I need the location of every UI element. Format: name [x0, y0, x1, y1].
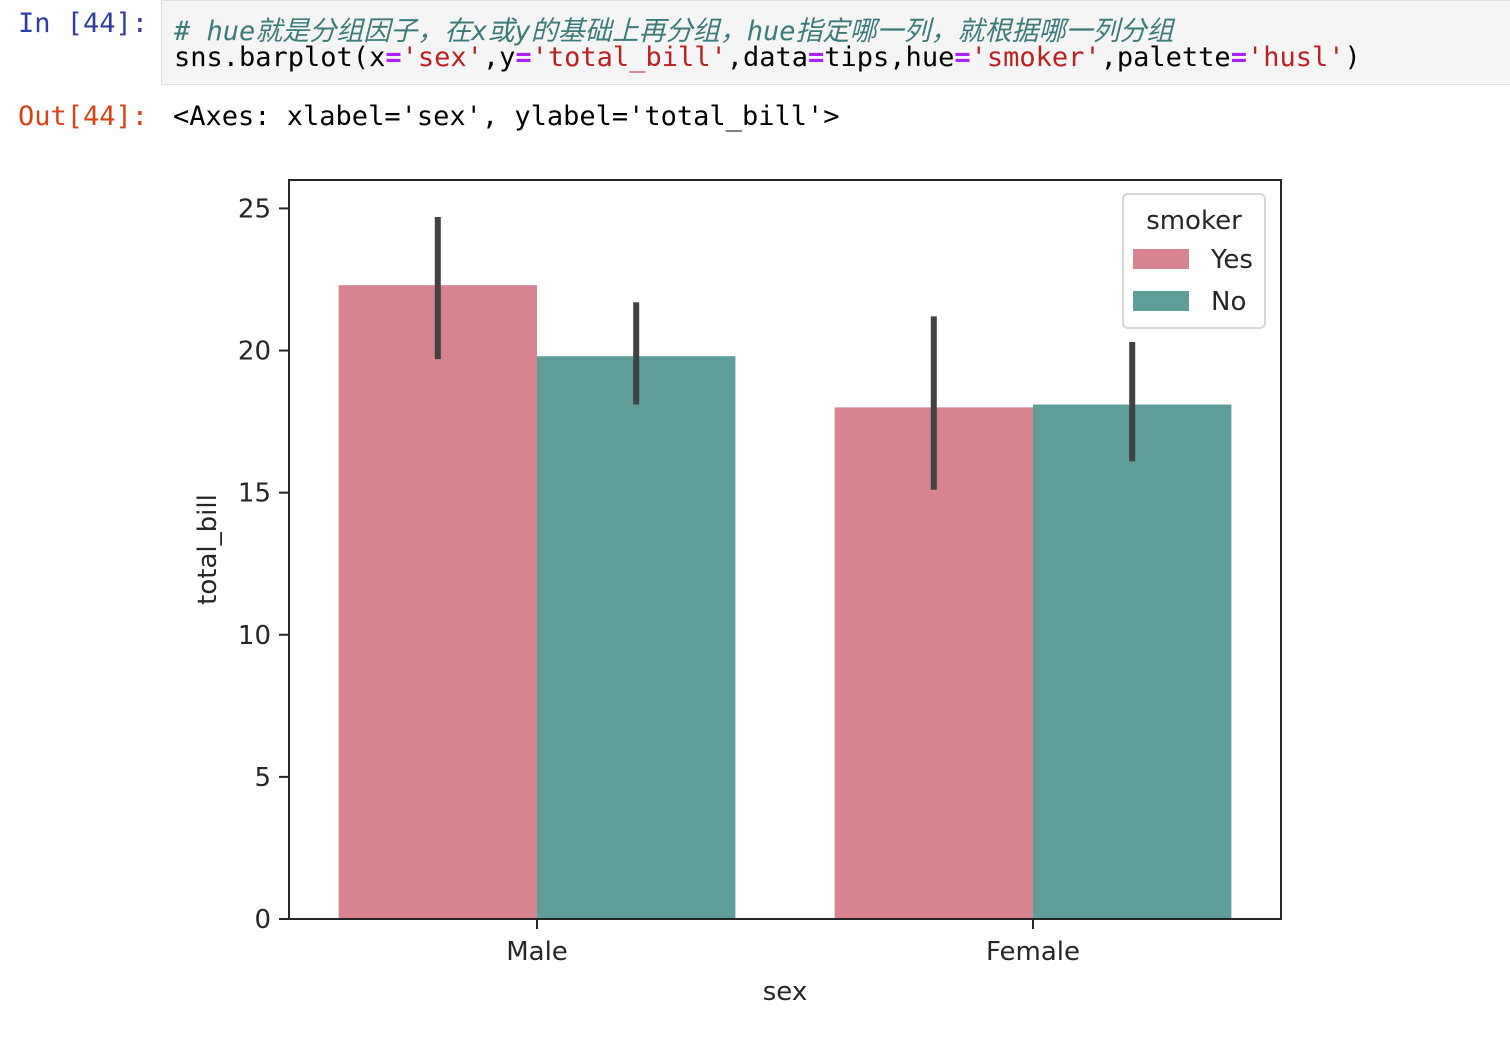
code-token: =	[515, 42, 532, 73]
code-comment-line: # hue就是分组因子，在x或y的基础上再分组，hue指定哪一列，就根据哪一列分…	[174, 16, 1174, 47]
code-token: 'total_bill'	[531, 42, 727, 73]
output-repr-text: <Axes: xlabel='sex', ylabel='total_bill'…	[173, 101, 840, 132]
bar-no-female	[1033, 404, 1232, 919]
legend-label-no: No	[1211, 287, 1246, 317]
code-token: 'sex'	[401, 42, 483, 73]
y-tick-label: 10	[238, 621, 271, 651]
legend-label-yes: Yes	[1210, 245, 1253, 275]
code-token: ,y	[482, 42, 516, 73]
x-tick-label: Female	[986, 937, 1080, 967]
code-token: ,palette	[1100, 42, 1231, 73]
code-token: sns.barplot(x	[174, 42, 386, 73]
bar-no-male	[537, 356, 736, 919]
code-cell-editor[interactable]: # hue就是分组因子，在x或y的基础上再分组，hue指定哪一列，就根据哪一列分…	[161, 0, 1510, 85]
bar-yes-female	[834, 407, 1033, 919]
input-prompt: In [44]:	[18, 8, 149, 39]
y-axis-label: total_bill	[193, 494, 223, 605]
y-tick-label: 20	[238, 337, 271, 367]
y-tick-label: 5	[254, 763, 271, 793]
y-tick-label: 25	[238, 194, 271, 224]
legend-swatch-yes	[1133, 249, 1189, 269]
code-token: tips,hue	[824, 42, 955, 73]
output-prompt: Out[44]:	[18, 101, 149, 132]
code-token: =	[1230, 42, 1247, 73]
x-tick-label: Male	[506, 937, 568, 967]
legend-title: smoker	[1146, 206, 1242, 236]
x-axis-label: sex	[763, 977, 807, 1007]
code-token: 'husl'	[1246, 42, 1345, 73]
bar-yes-male	[338, 285, 537, 919]
code-token: =	[385, 42, 402, 73]
code-token: 'smoker'	[970, 42, 1101, 73]
axes-frame	[288, 179, 1282, 920]
code-token: =	[954, 42, 971, 73]
legend-swatch-no	[1133, 291, 1189, 311]
y-tick-label: 0	[254, 905, 271, 935]
code-token: ,data	[726, 42, 809, 73]
code-token: =	[808, 42, 825, 73]
code-line: sns.barplot(x='sex',y='total_bill',data=…	[174, 42, 1361, 73]
y-tick-label: 15	[238, 479, 271, 509]
code-token: )	[1344, 42, 1361, 73]
bar-chart: 0 5 10 15 20 25 Male Female sex total_bill smoker Y…	[193, 179, 1282, 1007]
